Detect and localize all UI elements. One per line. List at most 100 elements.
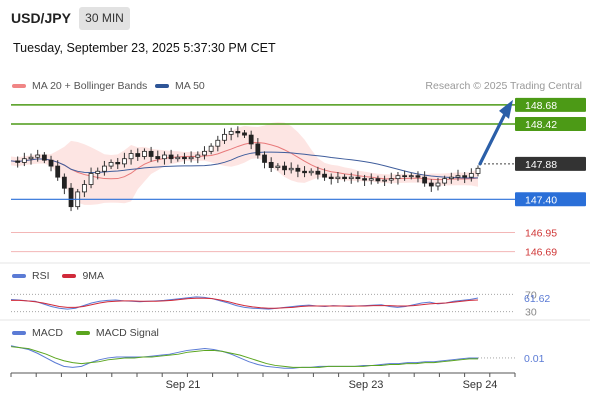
candle-body: [308, 170, 314, 174]
candle-body: [328, 176, 334, 180]
macd-signal-legend-label: MACD Signal: [95, 327, 159, 339]
timeframe-badge[interactable]: 30 MIN: [79, 7, 130, 30]
legend-ma50: MA 50: [155, 80, 205, 92]
candle-body: [248, 134, 254, 145]
level-label-147.88: 147.88: [525, 159, 557, 171]
macd-legend: MACD MACD Signal: [12, 327, 159, 339]
candle-body: [375, 178, 381, 182]
candle-body: [402, 175, 408, 178]
rsi-legend: RSI 9MA: [12, 270, 104, 282]
ma50-swatch: [155, 84, 169, 89]
candle-body: [208, 145, 214, 152]
macd-signal-line: [10, 346, 478, 368]
candle-body: [88, 173, 94, 185]
level-label-148.68: 148.68: [525, 100, 557, 112]
candle-body: [102, 165, 107, 172]
symbol-title: USD/JPY: [11, 10, 71, 26]
candle-body: [368, 178, 374, 181]
projection-arrow-head: [499, 99, 513, 119]
rsi-last-value: 61.62: [524, 293, 550, 305]
datetime-text: Tuesday, September 23, 2025 5:37:30 PM C…: [13, 41, 276, 55]
level-label-147.40: 147.40: [525, 194, 557, 206]
candle-body: [348, 176, 354, 180]
rsi-ma-legend-label: 9MA: [82, 270, 105, 282]
candle-body: [175, 156, 181, 160]
x-tick-label: Sep 24: [463, 379, 498, 391]
candle-body: [262, 154, 267, 163]
candle-body: [408, 175, 414, 178]
candle-body: [288, 167, 294, 171]
candle-body: [475, 167, 481, 174]
macd-legend-label: MACD: [32, 327, 63, 339]
level-box-148.42: [515, 117, 586, 132]
candle-body: [295, 167, 301, 172]
candle-body: [428, 182, 434, 187]
candle-body: [28, 156, 34, 160]
candle-body: [188, 156, 194, 160]
candle-body: [275, 165, 281, 168]
rsi-tick-70: 70: [525, 289, 537, 301]
candle-body: [215, 139, 221, 147]
candle-body: [315, 170, 321, 175]
candle-body: [162, 154, 167, 160]
candle-body: [448, 176, 454, 180]
macd-swatch: [12, 331, 26, 336]
candle-body: [282, 165, 287, 171]
bollinger-band: [11, 122, 478, 205]
rsi-ma-swatch: [62, 274, 77, 279]
macd-signal-swatch: [75, 331, 90, 336]
candle-body: [155, 156, 161, 160]
ma20-swatch: [12, 84, 26, 89]
level-label-148.42: 148.42: [525, 119, 557, 131]
x-tick-label: Sep 23: [349, 379, 384, 391]
candle-body: [195, 154, 201, 158]
candle-body: [268, 161, 274, 168]
candle-body: [342, 176, 347, 180]
candle-body: [35, 154, 41, 158]
level-box-147.40: [515, 192, 586, 207]
candle-body: [322, 173, 327, 178]
candle-body: [362, 178, 367, 181]
candle-body: [95, 170, 101, 174]
candle-body: [21, 158, 27, 163]
ma50-line: [10, 151, 479, 179]
rsi-legend-label: RSI: [32, 270, 50, 282]
macd-last-value: 0.01: [524, 353, 545, 365]
candle-body: [382, 179, 388, 182]
candle-body: [422, 176, 428, 184]
candle-body: [202, 150, 207, 156]
candle-body: [55, 165, 61, 178]
candle-body: [302, 170, 307, 174]
candle-body: [335, 176, 341, 180]
candle-body: [108, 161, 114, 167]
level-box-148.68: [515, 97, 586, 112]
candle-body: [148, 150, 154, 157]
candle-body: [182, 156, 187, 160]
candle-body: [122, 158, 127, 165]
projection-arrow-shaft: [478, 112, 507, 166]
level-label-146.69: 146.69: [525, 247, 557, 259]
candle-body: [415, 175, 421, 178]
candle-body: [255, 143, 261, 156]
candle-body: [455, 175, 461, 178]
candle-body: [355, 176, 361, 180]
legend-ma20-label: MA 20 + Bollinger Bands: [32, 80, 148, 92]
candle-body: [128, 153, 134, 160]
candle-body: [168, 154, 174, 160]
level-box-147.88: [515, 156, 586, 171]
level-label-146.95: 146.95: [525, 227, 557, 239]
candle-body: [48, 159, 54, 167]
candle-body: [222, 133, 227, 141]
candle-body: [442, 178, 448, 184]
legend-ma20: MA 20 + Bollinger Bands: [12, 80, 147, 92]
rsi-swatch: [12, 274, 26, 279]
candle-body: [41, 154, 47, 161]
legend-ma50-label: MA 50: [175, 80, 205, 92]
candle-body: [395, 175, 401, 180]
candle-body: [115, 161, 121, 165]
candle-body: [235, 131, 241, 134]
candle-body: [15, 160, 21, 163]
candle-body: [435, 182, 441, 187]
